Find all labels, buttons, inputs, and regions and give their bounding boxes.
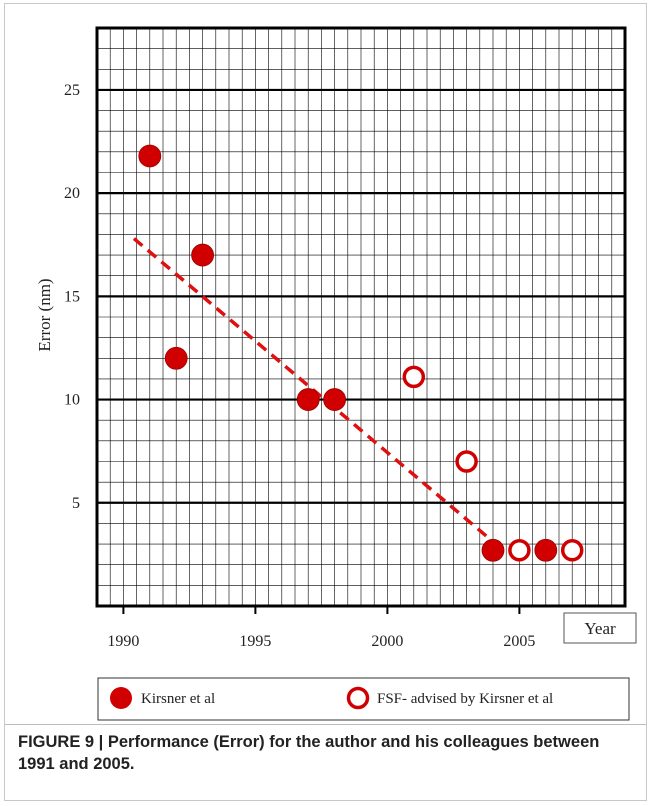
y-tick-label-10: 10 xyxy=(64,392,80,409)
y-tick-label-20: 20 xyxy=(64,185,80,202)
point-filled-1998 xyxy=(323,388,347,411)
y-tick-label-15: 15 xyxy=(64,288,80,305)
data-markers xyxy=(138,144,584,562)
caption-divider xyxy=(5,724,646,725)
x-axis-label: Year xyxy=(584,619,616,638)
x-axis-label-box xyxy=(563,612,637,644)
point-filled-2004 xyxy=(481,538,505,562)
legend-marker-filled xyxy=(110,687,132,709)
y-tick-label-5: 5 xyxy=(72,495,80,512)
x-tick-label-2000: 2000 xyxy=(371,633,403,650)
x-tick-label-1995: 1995 xyxy=(239,633,271,650)
legend-marker-hollow xyxy=(346,686,370,710)
x-tick-labels: 1990 1995 2000 2005 xyxy=(107,633,535,650)
point-filled-1991 xyxy=(138,144,162,168)
x-tick-label-1990: 1990 xyxy=(107,633,139,650)
point-hollow-2005 xyxy=(508,539,531,562)
y-tick-label-25: 25 xyxy=(64,82,80,99)
point-filled-1992 xyxy=(164,346,188,370)
point-hollow-2001 xyxy=(402,365,426,389)
point-filled-1997 xyxy=(296,388,320,411)
legend-label-kirsner: Kirsner et al xyxy=(141,691,215,707)
x-tick-marks xyxy=(122,606,521,614)
point-filled-2006 xyxy=(534,538,558,562)
point-hollow-2007 xyxy=(560,539,584,562)
legend-label-fsf: FSF- advised by Kirsner et al xyxy=(377,691,553,707)
plot-frame xyxy=(95,26,627,608)
y-axis-label: Error (nm) xyxy=(35,278,54,351)
figure-caption: FIGURE 9 | Performance (Error) for the a… xyxy=(18,733,600,773)
y-tick-labels: 5 10 15 20 25 xyxy=(64,82,80,512)
grid-major-lines xyxy=(97,88,625,504)
point-filled-1993 xyxy=(191,243,215,267)
x-tick-label-2005: 2005 xyxy=(503,633,535,650)
grid-minor-lines xyxy=(97,28,625,606)
point-hollow-2003 xyxy=(455,450,478,473)
